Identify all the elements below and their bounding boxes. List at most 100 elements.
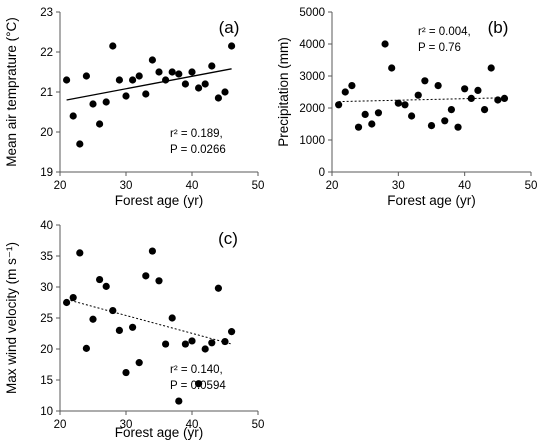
data-point	[434, 82, 442, 90]
stats-annotation-p: P = 0.0266	[170, 144, 226, 156]
data-point	[361, 110, 369, 118]
panel-label: (c)	[218, 229, 238, 248]
y-tick-label: 25	[40, 313, 53, 325]
data-point	[354, 123, 363, 131]
data-point	[115, 326, 123, 334]
x-axis-label: Forest age (yr)	[387, 193, 476, 208]
data-point	[102, 282, 110, 290]
y-tick-label: 20	[40, 127, 53, 139]
y-tick-label: 5000	[299, 7, 325, 19]
data-point	[168, 68, 176, 76]
data-point	[214, 284, 222, 292]
data-point	[129, 323, 137, 331]
data-point	[214, 94, 222, 102]
data-point	[474, 86, 482, 94]
x-tick-label: 50	[252, 419, 265, 431]
x-tick-label: 30	[392, 180, 405, 192]
data-point	[122, 92, 130, 100]
data-point	[467, 94, 475, 102]
stats-annotation-r2: r² = 0.004,	[418, 26, 471, 38]
data-point	[201, 80, 209, 88]
data-point	[181, 80, 189, 88]
trend-line	[338, 97, 505, 103]
data-point	[135, 72, 143, 80]
data-point	[115, 76, 123, 84]
data-point	[82, 344, 90, 352]
data-point	[480, 106, 489, 114]
data-point	[228, 42, 236, 50]
data-point	[335, 101, 343, 109]
x-axis-label: Forest age (yr)	[115, 425, 204, 440]
data-point	[129, 76, 137, 84]
data-point	[368, 120, 376, 128]
data-point	[494, 96, 502, 104]
y-axis-label: Precipitation (mm)	[276, 37, 291, 147]
data-point	[208, 339, 216, 347]
y-tick-label: 23	[40, 7, 53, 19]
data-point	[63, 76, 71, 84]
data-point	[374, 109, 383, 117]
data-point	[394, 99, 402, 107]
data-point	[168, 314, 176, 322]
y-axis-label: Max wind velocity (m s⁻¹)	[4, 242, 19, 394]
y-tick-label: 3000	[299, 71, 325, 83]
data-point	[148, 247, 156, 255]
data-point	[188, 337, 196, 345]
data-point	[414, 91, 422, 99]
data-point	[96, 275, 104, 284]
data-point	[148, 56, 156, 64]
y-axis-label: Mean air temprature (°C)	[4, 17, 19, 166]
x-tick-label: 40	[458, 180, 471, 192]
data-point	[181, 340, 189, 348]
data-point	[195, 380, 203, 388]
data-point	[89, 100, 97, 108]
data-point	[155, 277, 163, 285]
panel-b: 20 30 40 50 0 1000 2000 3000 4000 5000 Forest age …	[276, 7, 537, 208]
panel-label: (b)	[488, 18, 509, 37]
trend-line	[66, 298, 232, 345]
y-tick-label: 40	[40, 220, 53, 232]
data-point	[135, 359, 143, 367]
y-tick-label: 21	[40, 87, 53, 99]
data-point	[155, 68, 163, 76]
y-tick-label: 20	[40, 344, 53, 356]
y-tick-label: 4000	[299, 39, 325, 51]
data-point	[461, 85, 469, 93]
data-point	[427, 122, 436, 130]
x-tick-label: 30	[120, 180, 133, 192]
data-point	[122, 368, 130, 377]
data-point	[142, 272, 150, 280]
data-point	[421, 77, 429, 85]
data-point	[142, 90, 150, 98]
panel-label: (a)	[219, 18, 240, 37]
data-point	[96, 120, 104, 128]
data-point	[487, 64, 495, 72]
data-point	[221, 88, 229, 96]
data-point	[208, 62, 216, 70]
data-point	[188, 68, 196, 76]
y-tick-label: 10	[40, 406, 53, 418]
stats-annotation-r2: r² = 0.140,	[170, 364, 223, 376]
data-point	[447, 106, 455, 114]
data-point	[441, 117, 449, 125]
data-point	[401, 101, 409, 109]
data-point	[89, 315, 97, 323]
data-point	[381, 40, 389, 48]
data-point	[341, 88, 349, 96]
x-tick-label: 40	[186, 419, 199, 431]
y-tick-label: 2000	[299, 103, 325, 115]
stats-annotation-p: P = 0.0594	[170, 380, 226, 392]
data-point	[500, 94, 509, 102]
data-point	[388, 64, 396, 72]
data-point	[408, 112, 416, 120]
x-tick-label: 20	[54, 180, 67, 192]
x-tick-label: 20	[326, 180, 339, 192]
x-tick-label: 40	[186, 180, 199, 192]
x-tick-label: 30	[120, 419, 133, 431]
data-point	[69, 293, 77, 302]
stats-annotation-r2: r² = 0.189,	[170, 128, 223, 140]
trend-line	[66, 68, 232, 101]
x-tick-label: 50	[525, 180, 538, 192]
y-tick-label: 22	[40, 47, 53, 59]
